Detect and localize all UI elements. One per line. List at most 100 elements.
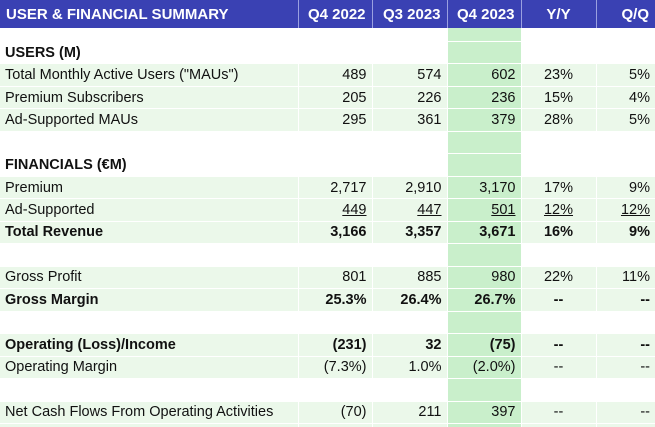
value-qq: -- (640, 291, 650, 308)
empty-cell (520, 41, 596, 65)
empty-cell (446, 131, 521, 155)
cell-q4-2022: (7.3%) (297, 356, 372, 380)
cell-yy: 15% (520, 86, 596, 110)
row-label: Ad-Supported (0, 198, 298, 222)
empty-cell (595, 311, 655, 335)
cell-q4-2023: (75) (446, 333, 521, 357)
value-q4-2022: (231) (332, 336, 367, 353)
cell-q3-2023: 216 (371, 423, 447, 427)
value-q4-2023: 501 (491, 202, 516, 219)
value-q4-2023: (2.0%) (472, 359, 516, 376)
cell-q4-2022: 2,717 (297, 176, 372, 200)
value-q3-2023: 574 (417, 67, 442, 84)
row-label: Gross Profit (0, 266, 298, 290)
cell-q4-2022: 25.3% (297, 288, 372, 312)
empty-cell (297, 28, 372, 42)
value-qq: 5% (629, 67, 650, 84)
empty-cell (595, 41, 655, 65)
empty-cell (446, 378, 521, 402)
value-yy: 22% (543, 269, 574, 286)
cell-yy: -- (520, 288, 596, 312)
value-q4-2023: 980 (491, 269, 516, 286)
table-row: Net Cash Flows From Operating Activities… (0, 401, 655, 424)
cell-q4-2022: (70) (297, 401, 372, 424)
row-label: Ad-Supported MAUs (0, 108, 298, 132)
empty-cell (371, 378, 447, 402)
section-heading: USERS (M) (0, 41, 298, 65)
value-q4-2023: 602 (491, 67, 516, 84)
section-heading: FINANCIALS (€M) (0, 153, 298, 177)
cell-q4-2023: 602 (446, 63, 521, 87)
cell-q4-2022: 449 (297, 198, 372, 222)
cell-yy: 23% (520, 63, 596, 87)
cell-yy: 22% (520, 266, 596, 290)
cell-q3-2023: 26.4% (371, 288, 447, 312)
value-q3-2023: 211 (418, 404, 442, 421)
value-yy: 16% (543, 224, 574, 241)
value-q3-2023: 3,357 (405, 224, 442, 241)
empty-cell (297, 131, 372, 155)
column-header-q4-2022: Q4 2022 (297, 0, 372, 28)
row-label: Net Cash Flows From Operating Activities (0, 401, 298, 424)
section-heading-row: FINANCIALS (€M) (0, 153, 655, 177)
value-q4-2022: 2,717 (330, 179, 367, 196)
header-row: USER & FINANCIAL SUMMARY Q4 2022 Q3 2023… (0, 0, 655, 28)
empty-cell (297, 243, 372, 267)
cell-q3-2023: 574 (371, 63, 447, 87)
empty-cell (371, 131, 447, 155)
cell-yy: 12% (520, 198, 596, 222)
row-label: Operating (Loss)/Income (0, 333, 298, 357)
empty-cell (371, 41, 447, 65)
blank-row (0, 243, 655, 267)
row-label: Total Monthly Active Users ("MAUs") (0, 63, 298, 87)
cell-q4-2023: 397 (446, 401, 521, 424)
cell-q3-2023: 447 (371, 198, 447, 222)
section-heading-row: USERS (M) (0, 41, 655, 65)
table-row: Operating Margin (7.3%) 1.0% (2.0%) -- -- (0, 356, 655, 380)
cell-q4-2023: 3,671 (446, 221, 521, 245)
empty-cell (520, 28, 596, 42)
value-yy: 12% (543, 202, 574, 219)
empty-cell (595, 131, 655, 155)
cell-q4-2023: 379 (446, 108, 521, 132)
blank-row (0, 131, 655, 155)
value-q4-2023: (75) (489, 336, 516, 353)
value-q4-2023: 379 (491, 112, 516, 129)
empty-cell (595, 378, 655, 402)
cell-q4-2022: 801 (297, 266, 372, 290)
cell-q4-2022: 3,166 (297, 221, 372, 245)
value-q3-2023: 1.0% (408, 359, 442, 376)
table-row: Ad-Supported MAUs 295 361 379 28% 5% (0, 108, 655, 132)
empty-cell (371, 153, 447, 177)
cell-yy: -- (520, 356, 596, 380)
empty-cell (520, 131, 596, 155)
empty-cell (446, 243, 521, 267)
value-q4-2023: 3,671 (479, 224, 516, 241)
empty-cell (520, 378, 596, 402)
value-q4-2023: 3,170 (479, 179, 516, 196)
table-row: Premium 2,717 2,910 3,170 17% 9% (0, 176, 655, 200)
value-qq: 5% (629, 112, 650, 129)
column-header-q4-2023: Q4 2023 (446, 0, 521, 28)
cell-q4-2022: 205 (297, 86, 372, 110)
empty-cell (446, 28, 521, 42)
blank-row (0, 311, 655, 335)
cell-qq: 11% (595, 266, 655, 290)
cell-q4-2022: (73) (297, 423, 372, 427)
cell-q4-2023: 396 (446, 423, 521, 427)
cell-qq: 12% (595, 198, 655, 222)
empty-cell (371, 311, 447, 335)
empty-cell (297, 41, 372, 65)
empty-cell (0, 378, 298, 402)
table-row: Operating (Loss)/Income (231) 32 (75) -- -- (0, 333, 655, 357)
table-row: Premium Subscribers 205 226 236 15% 4% (0, 86, 655, 110)
value-q4-2022: 449 (342, 202, 367, 219)
value-q4-2023: 26.7% (474, 291, 516, 308)
value-q3-2023: 447 (417, 202, 442, 219)
value-qq: 11% (622, 269, 650, 286)
value-q3-2023: 361 (417, 112, 442, 129)
table-row: Total Revenue 3,166 3,357 3,671 16% 9% (0, 221, 655, 245)
empty-cell (0, 311, 298, 335)
